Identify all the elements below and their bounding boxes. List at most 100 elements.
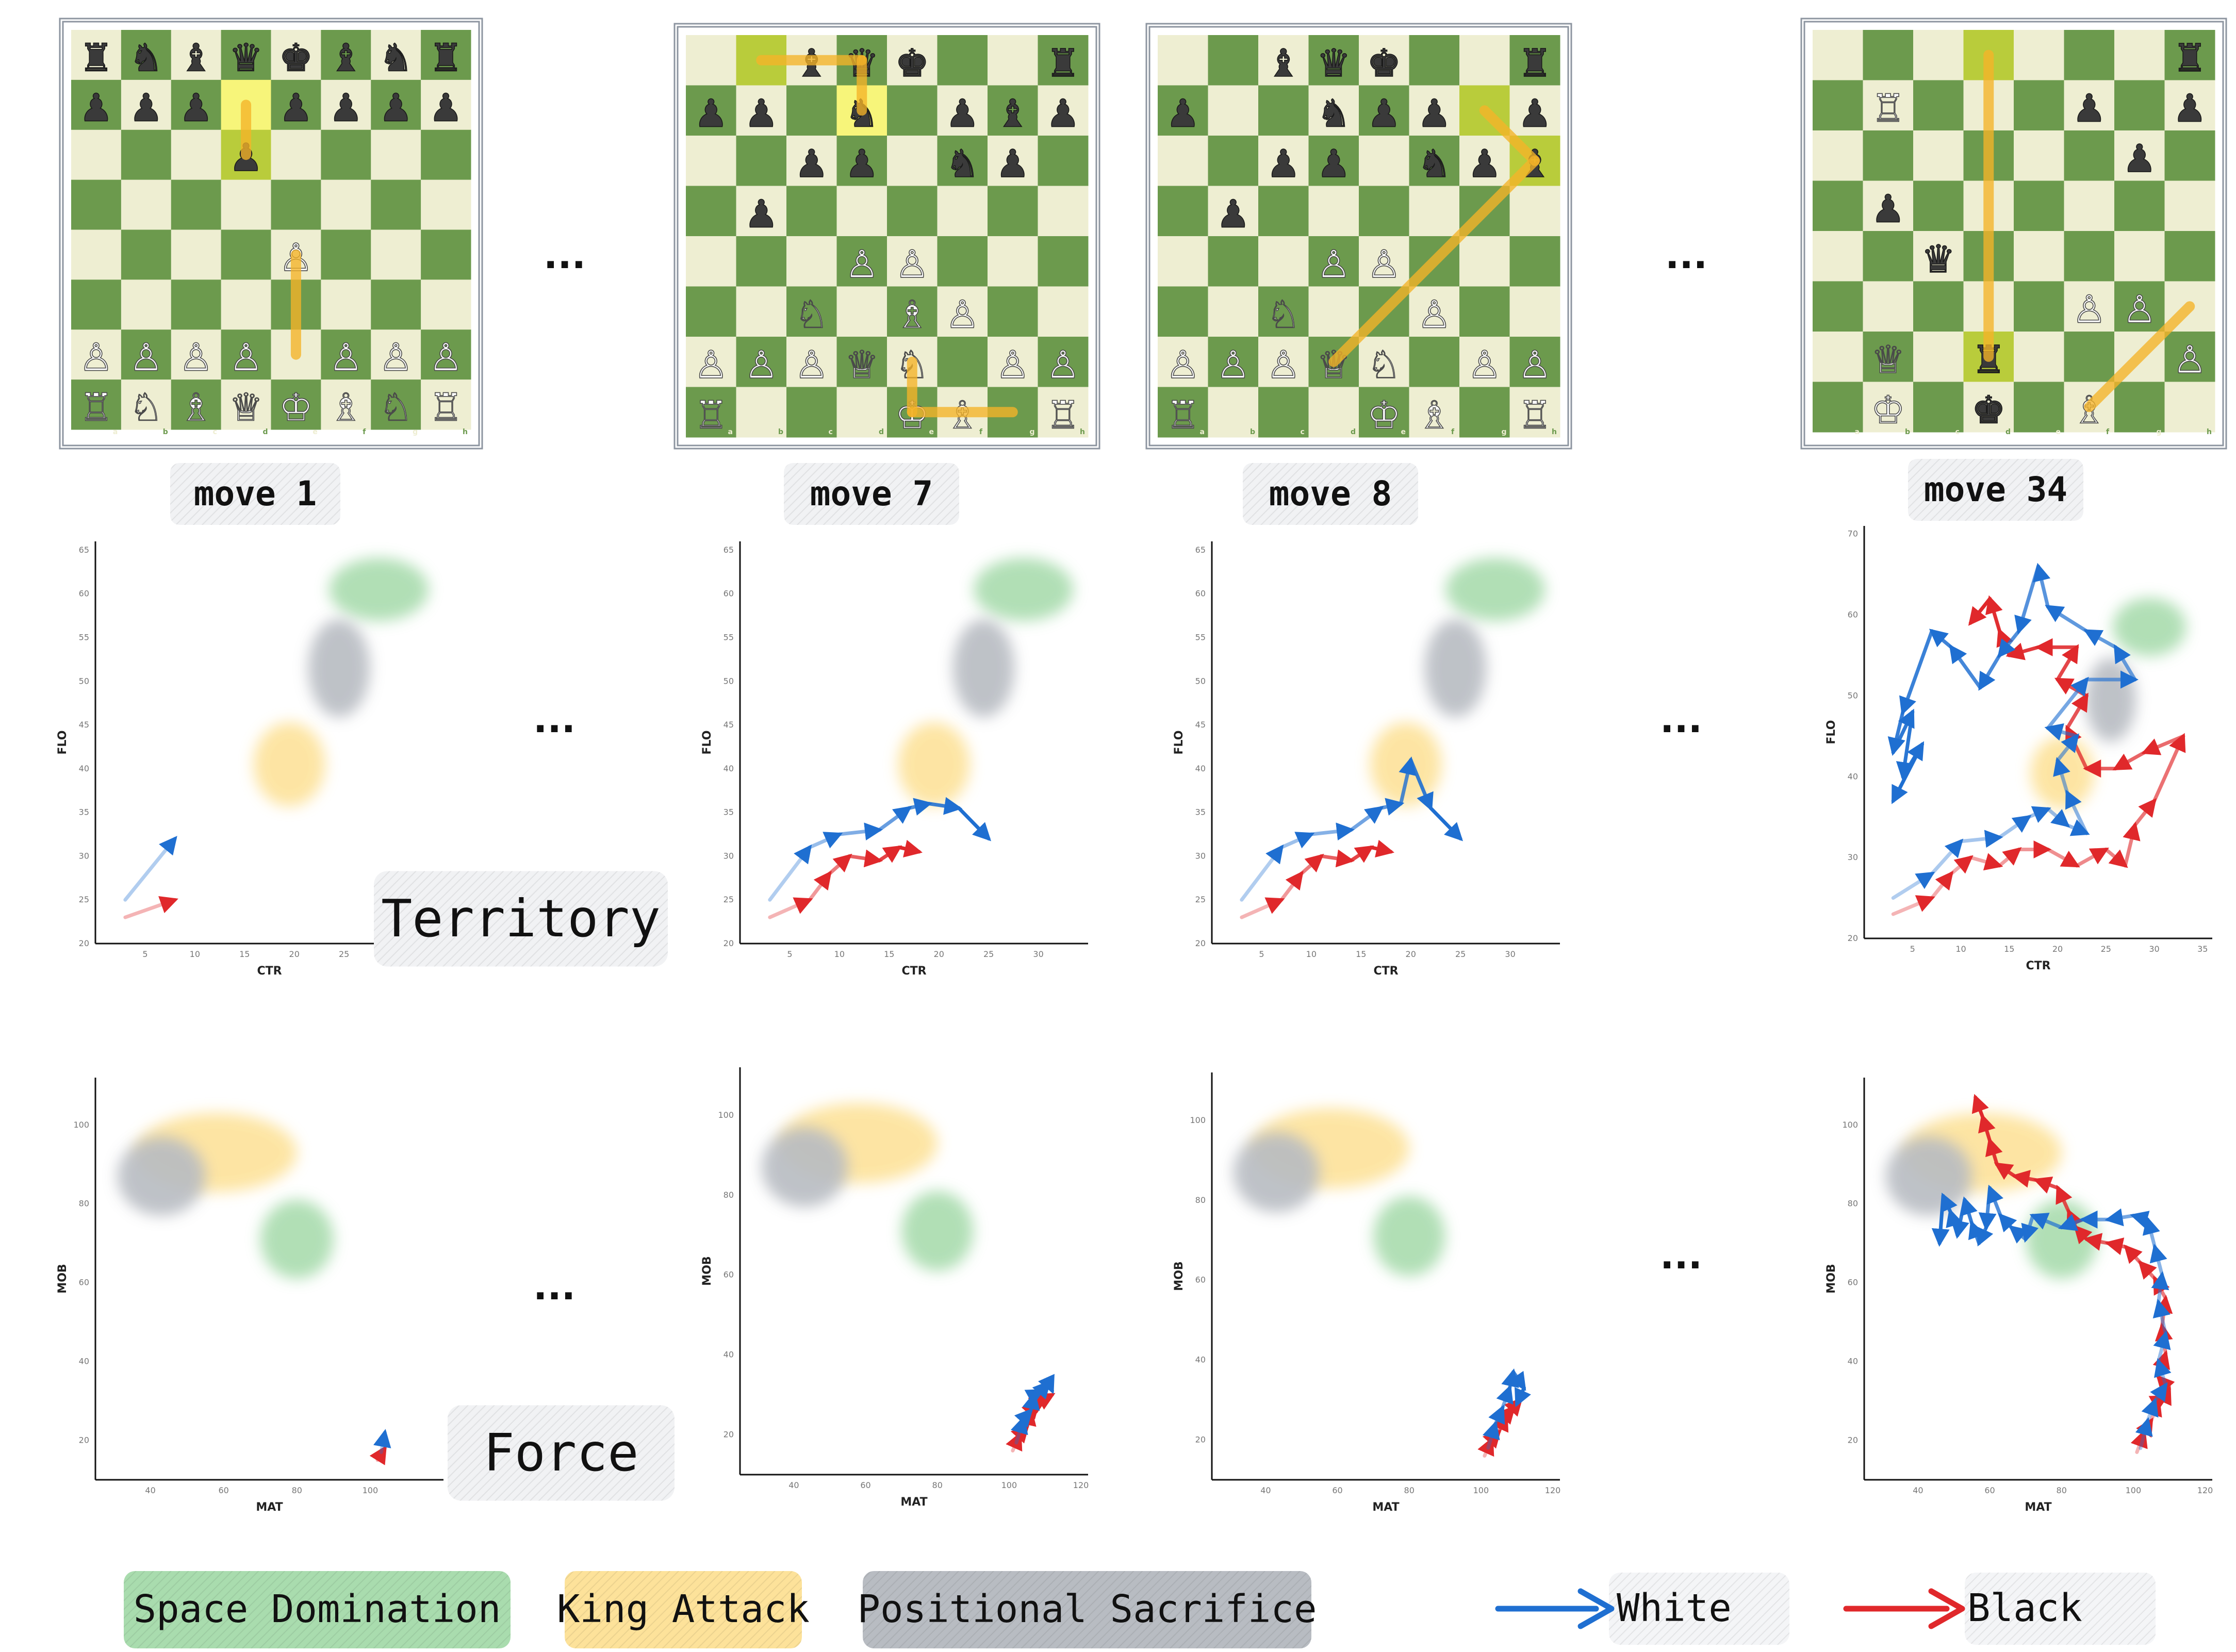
x-tick-label: 80: [2057, 1485, 2067, 1495]
white-trajectory-segment: [2105, 1208, 2135, 1227]
board-square: [1509, 286, 1560, 337]
chess-piece: ♗: [1417, 393, 1451, 437]
board-square: [121, 379, 172, 430]
board-square: [271, 179, 321, 230]
x-tick-label: 40: [145, 1485, 155, 1495]
board-square: [786, 387, 837, 438]
file-label: b: [163, 428, 168, 436]
white-trajectory-segment: [1949, 644, 1982, 690]
y-tick-label: 65: [1195, 545, 1206, 555]
y-tick-label: 35: [1195, 807, 1206, 817]
board-frame-inner: [62, 21, 480, 447]
force-plot: 40 60 80 100 120 20 40 60 80 100 MAT MOB: [1173, 1072, 1560, 1514]
chess-piece: ♟: [379, 86, 413, 130]
board-frame: [1145, 23, 1572, 450]
chess-piece: ♔: [1367, 393, 1401, 437]
board-square: [736, 85, 787, 136]
board-square: [421, 329, 471, 380]
board-square: [321, 279, 371, 330]
rank-label: 3: [1161, 290, 1166, 298]
board-square: [1158, 387, 1208, 438]
chess-piece: ♙: [329, 336, 363, 380]
board-square: [887, 236, 938, 287]
ellipsis-layer: ..................: [533, 234, 1707, 1308]
board-square: [1913, 332, 1964, 382]
chess-piece: ♞: [379, 36, 413, 80]
board-square: [1813, 281, 1863, 332]
black-trajectory-segment: [1978, 1113, 1996, 1143]
move-arrow: [1479, 105, 1540, 166]
board-square: [1258, 286, 1309, 337]
file-label: f: [363, 428, 366, 436]
sacrifice-region: [1424, 619, 1487, 717]
x-tick-label: 60: [1332, 1485, 1342, 1495]
territory-plot: 5 10 15 20 25 30 20 25 30 35 40 45 50 55 60 65 CTR FLO: [701, 541, 1088, 978]
white-trajectory-segment: [2065, 789, 2089, 835]
white-trajectory-segment: [1960, 1196, 1978, 1226]
y-tick-label: 55: [1195, 633, 1206, 642]
board-square: [171, 30, 222, 80]
chess-piece: ♞: [129, 36, 163, 80]
chess-piece: ♟: [845, 142, 879, 186]
white-trajectory-segment: [1038, 1374, 1055, 1394]
black-trajectory-segment: [2046, 847, 2080, 868]
board-square: [836, 337, 887, 387]
file-label: h: [1552, 428, 1557, 436]
x-tick-label: 10: [834, 949, 845, 959]
white-trajectory-segment: [1428, 806, 1464, 841]
x-axis-label: CTR: [2026, 960, 2050, 972]
black-trajectory-segment: [2123, 821, 2141, 868]
board-square: [1509, 186, 1560, 237]
x-tick-label: 80: [292, 1485, 302, 1495]
black-trajectory-segment: [1930, 871, 1954, 900]
y-tick-label: 30: [79, 851, 89, 861]
x-tick-label: 100: [2126, 1485, 2142, 1495]
board-square: [1409, 85, 1460, 136]
board-square: [371, 129, 421, 180]
x-axis-label: CTR: [257, 965, 282, 978]
y-tick-label: 55: [724, 633, 734, 642]
black-trajectory-segment: [1994, 1162, 2017, 1180]
territory-plot: 5 10 15 20 25 30 35 20 30 40 50 60 70 CTR FLO: [1825, 526, 2212, 972]
ellipsis-text: ...: [533, 698, 576, 741]
y-tick-label: 60: [724, 1270, 734, 1280]
black-trajectory-segment: [1240, 897, 1285, 919]
white-trajectory-segment: [2135, 1417, 2153, 1450]
x-tick-label: 30: [1033, 949, 1043, 959]
board-square: [71, 179, 122, 230]
y-tick-label: 60: [1848, 610, 1858, 620]
file-label: d: [263, 428, 268, 436]
board-square: [421, 129, 471, 180]
chess-piece: ♟: [744, 91, 778, 136]
y-tick-label: 35: [724, 807, 734, 817]
board-square: [937, 85, 988, 136]
y-tick-label: 20: [1848, 933, 1858, 943]
white-trajectory-segment: [1997, 629, 2021, 658]
white-trajectory-segment: [2045, 605, 2089, 633]
board-frame-inner: [1803, 21, 2224, 447]
board-square: [1158, 85, 1208, 136]
black-trajectory-segment: [1891, 895, 1935, 916]
board-square: [836, 136, 887, 186]
board-square: [2014, 80, 2064, 131]
legend-black-hatch: [1965, 1573, 2156, 1645]
board-square: [786, 136, 837, 186]
file-label: c: [1955, 428, 1960, 436]
chess-piece: ♘: [795, 292, 829, 337]
board-square: [736, 136, 787, 186]
board-square: [1208, 337, 1259, 387]
boards-layer: 1 2 3 4 5 6 7 8 a b c d e f g h ♜ ♞ ♝ ♛ ♚ ♝ ♞ ♜ ♟ ♟ ♟ ♟ ♟ ♟ ♟ ♟ ♙ ♙ ♙ ♙ ♙ ♙ ♙ ♙…: [59, 18, 2227, 525]
rank-label: 3: [689, 290, 694, 298]
x-tick-label: 20: [934, 949, 944, 959]
file-label: e: [929, 428, 934, 436]
chess-piece: ♝: [996, 91, 1030, 136]
white-trajectory-segment: [2153, 1358, 2172, 1387]
y-tick-label: 25: [724, 895, 734, 904]
board-square: [421, 279, 471, 330]
white-trajectory-segment: [1508, 1370, 1526, 1391]
chess-piece: ♟: [279, 86, 313, 130]
board-square: [171, 229, 222, 280]
rank-label: 6: [689, 139, 694, 147]
chess-piece: ♘: [379, 386, 413, 430]
